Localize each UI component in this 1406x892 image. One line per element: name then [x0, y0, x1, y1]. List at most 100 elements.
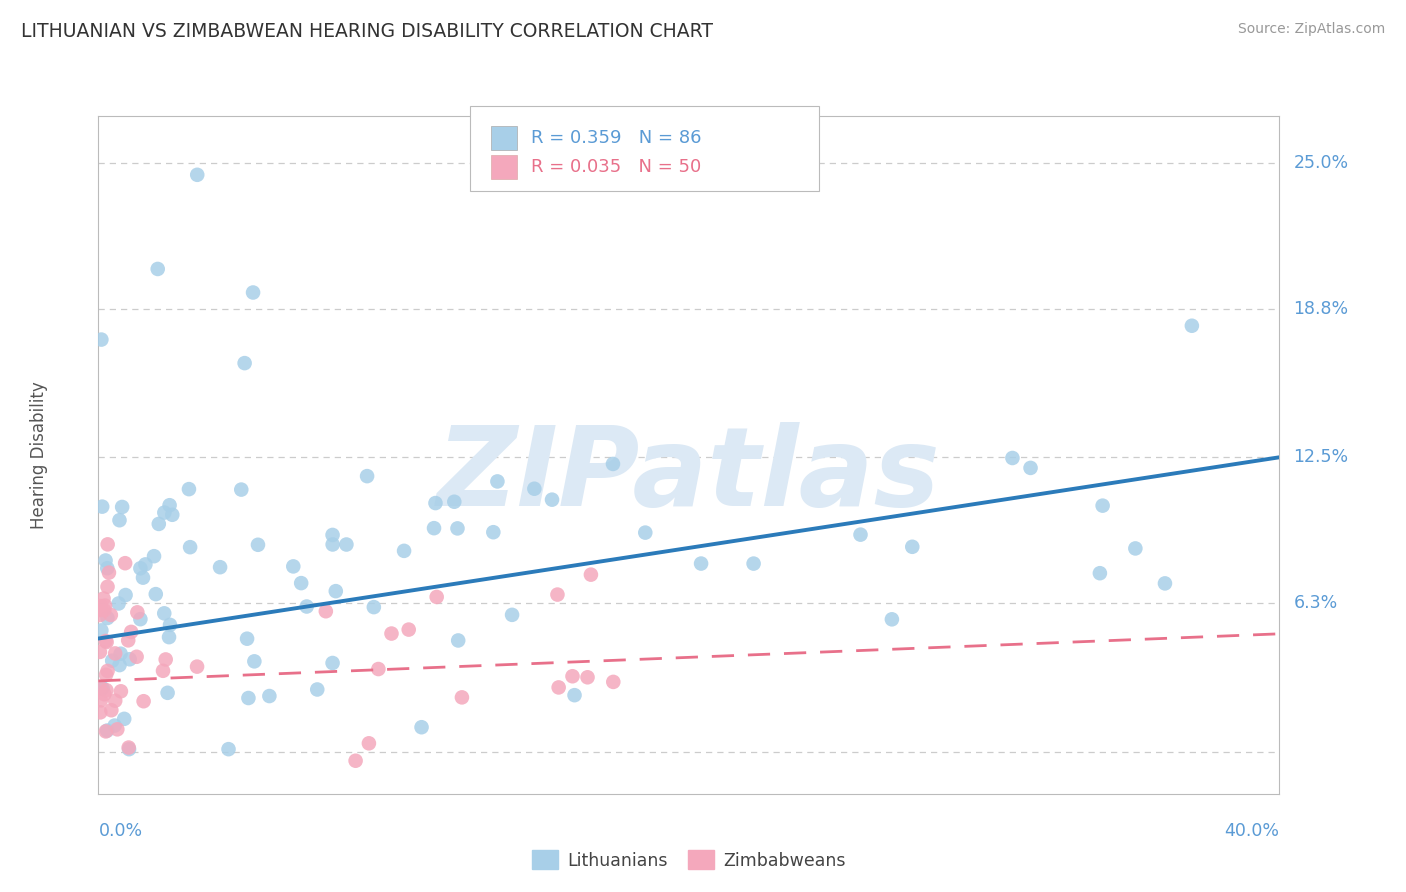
Point	[546, 588, 568, 602]
Point	[398, 623, 420, 637]
Point	[91, 681, 114, 696]
Point	[451, 690, 474, 705]
FancyBboxPatch shape	[471, 106, 818, 191]
Point	[104, 647, 127, 661]
Point	[880, 612, 903, 626]
Point	[101, 654, 124, 668]
Point	[849, 527, 872, 541]
Point	[259, 689, 281, 703]
Point	[1091, 499, 1114, 513]
Point	[357, 736, 380, 750]
Point	[742, 557, 765, 571]
Point	[153, 506, 176, 520]
Point	[423, 521, 446, 535]
Point	[155, 652, 177, 666]
Point	[89, 706, 111, 720]
Text: 0.0%: 0.0%	[98, 822, 142, 839]
Point	[94, 553, 117, 567]
Point	[322, 537, 344, 551]
Point	[325, 584, 347, 599]
Point	[541, 492, 564, 507]
Point	[89, 680, 111, 694]
Point	[127, 605, 149, 619]
Point	[96, 611, 118, 625]
Point	[447, 633, 470, 648]
Point	[218, 742, 240, 756]
Point	[602, 674, 624, 689]
Point	[125, 649, 148, 664]
Point	[114, 588, 136, 602]
Point	[1154, 576, 1177, 591]
Point	[111, 500, 134, 514]
Point	[231, 483, 253, 497]
Point	[547, 681, 569, 695]
Point	[96, 683, 118, 698]
Point	[90, 693, 112, 707]
Point	[501, 607, 523, 622]
Point	[100, 703, 122, 717]
Point	[104, 718, 127, 732]
Text: R = 0.359   N = 86: R = 0.359 N = 86	[530, 129, 702, 147]
Point	[96, 723, 118, 738]
Point	[90, 333, 112, 347]
Point	[97, 537, 120, 551]
Point	[129, 612, 152, 626]
Point	[901, 540, 924, 554]
Point	[561, 669, 583, 683]
Point	[307, 682, 329, 697]
Point	[104, 694, 127, 708]
Point	[108, 513, 131, 527]
Text: R = 0.035   N = 50: R = 0.035 N = 50	[530, 158, 702, 176]
Point	[236, 632, 259, 646]
Point	[426, 590, 449, 604]
Text: 40.0%: 40.0%	[1225, 822, 1279, 839]
Point	[322, 656, 344, 670]
Text: 12.5%: 12.5%	[1294, 449, 1348, 467]
Point	[283, 559, 305, 574]
FancyBboxPatch shape	[491, 126, 516, 150]
Point	[117, 633, 139, 648]
Text: 25.0%: 25.0%	[1294, 154, 1348, 172]
Point	[564, 688, 586, 702]
Point	[96, 635, 118, 649]
Point	[91, 500, 114, 514]
Point	[335, 537, 357, 551]
Point	[233, 356, 256, 370]
Point	[94, 634, 117, 648]
Point	[177, 482, 200, 496]
Point	[159, 618, 181, 632]
Point	[89, 645, 111, 659]
Point	[145, 587, 167, 601]
Point	[367, 662, 389, 676]
Point	[576, 670, 599, 684]
Point	[411, 720, 433, 734]
Point	[1019, 461, 1042, 475]
Point	[90, 624, 112, 638]
Point	[1181, 318, 1204, 333]
Point	[156, 686, 179, 700]
Text: Source: ZipAtlas.com: Source: ZipAtlas.com	[1237, 22, 1385, 37]
Point	[107, 597, 129, 611]
Point	[132, 571, 155, 585]
Text: 18.8%: 18.8%	[1294, 300, 1348, 318]
Legend: Lithuanians, Zimbabweans: Lithuanians, Zimbabweans	[526, 844, 852, 877]
Point	[120, 624, 142, 639]
Point	[96, 580, 118, 594]
Point	[602, 457, 624, 471]
Point	[315, 604, 337, 618]
Point	[690, 557, 713, 571]
Text: ZIPatlas: ZIPatlas	[437, 422, 941, 529]
Point	[93, 603, 115, 617]
Point	[290, 576, 312, 591]
Point	[363, 600, 385, 615]
Point	[132, 694, 155, 708]
Point	[186, 168, 208, 182]
Point	[112, 712, 135, 726]
Point	[110, 684, 132, 698]
Point	[634, 525, 657, 540]
Point	[93, 687, 115, 701]
Point	[94, 668, 117, 682]
Point	[243, 654, 266, 668]
Point	[118, 742, 141, 756]
Point	[89, 599, 111, 613]
